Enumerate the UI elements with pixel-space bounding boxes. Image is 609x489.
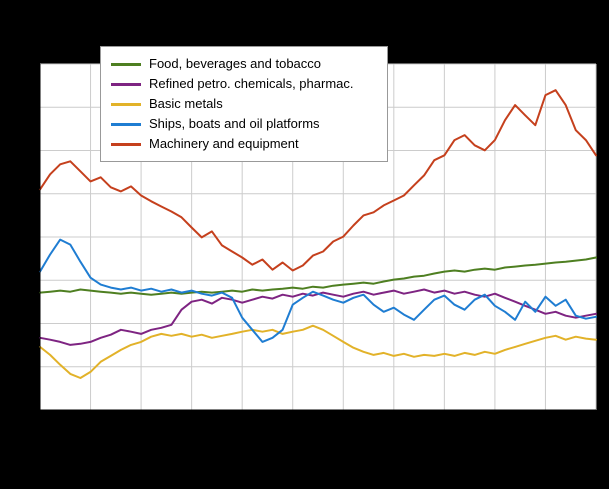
legend-swatch-basic-metals [111, 102, 141, 106]
legend-item-food: Food, beverages and tobacco [111, 54, 377, 74]
legend-swatch-food [111, 62, 141, 66]
legend-swatch-refined-petro [111, 82, 141, 86]
legend-item-basic-metals: Basic metals [111, 94, 377, 114]
legend-item-ships: Ships, boats and oil platforms [111, 114, 377, 134]
legend-label: Refined petro. chemicals, pharmac. [149, 76, 354, 91]
legend-label: Basic metals [149, 96, 223, 111]
legend-item-refined-petro: Refined petro. chemicals, pharmac. [111, 74, 377, 94]
legend-item-machinery: Machinery and equipment [111, 134, 377, 154]
legend: Food, beverages and tobacco Refined petr… [100, 46, 388, 162]
legend-label: Food, beverages and tobacco [149, 56, 322, 71]
legend-swatch-ships [111, 122, 141, 126]
legend-label: Ships, boats and oil platforms [149, 116, 320, 131]
legend-swatch-machinery [111, 142, 141, 146]
legend-label: Machinery and equipment [149, 136, 299, 151]
